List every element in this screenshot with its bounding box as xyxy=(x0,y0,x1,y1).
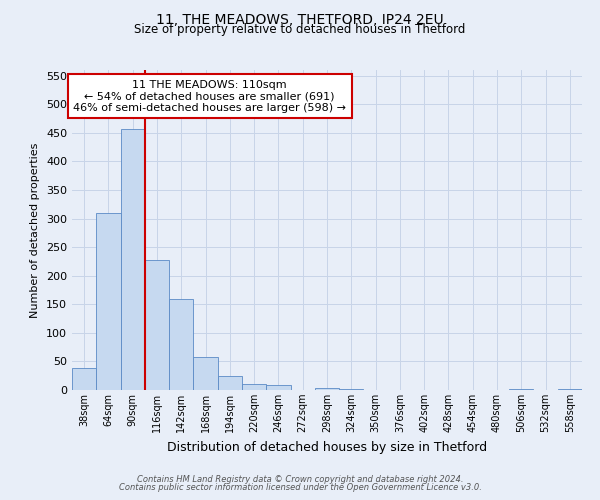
Bar xyxy=(558,389,582,390)
X-axis label: Distribution of detached houses by size in Thetford: Distribution of detached houses by size … xyxy=(167,440,487,454)
Text: 11, THE MEADOWS, THETFORD, IP24 2EU: 11, THE MEADOWS, THETFORD, IP24 2EU xyxy=(156,12,444,26)
Bar xyxy=(218,376,242,390)
Bar xyxy=(169,298,193,390)
Bar xyxy=(315,388,339,390)
Bar xyxy=(121,129,145,390)
Y-axis label: Number of detached properties: Number of detached properties xyxy=(31,142,40,318)
Bar xyxy=(193,358,218,390)
Bar xyxy=(242,384,266,390)
Bar xyxy=(266,386,290,390)
Bar xyxy=(72,368,96,390)
Bar xyxy=(96,213,121,390)
Bar xyxy=(145,260,169,390)
Bar xyxy=(339,389,364,390)
Text: 11 THE MEADOWS: 110sqm
← 54% of detached houses are smaller (691)
46% of semi-de: 11 THE MEADOWS: 110sqm ← 54% of detached… xyxy=(73,80,346,113)
Text: Contains public sector information licensed under the Open Government Licence v3: Contains public sector information licen… xyxy=(119,483,481,492)
Text: Size of property relative to detached houses in Thetford: Size of property relative to detached ho… xyxy=(134,22,466,36)
Text: Contains HM Land Registry data © Crown copyright and database right 2024.: Contains HM Land Registry data © Crown c… xyxy=(137,476,463,484)
Bar xyxy=(509,389,533,390)
